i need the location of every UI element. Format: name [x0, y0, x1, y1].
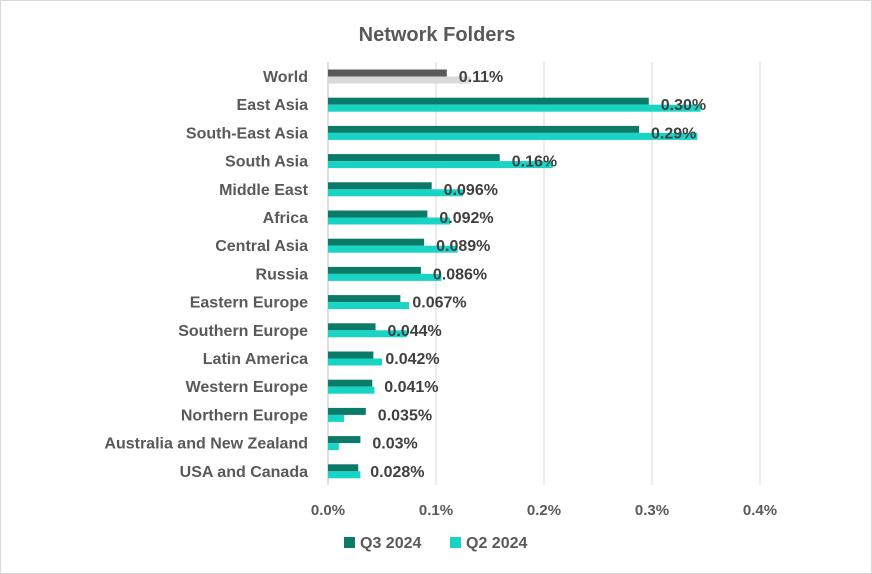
bar-q3-2024	[328, 69, 447, 77]
bar-q2-2024	[328, 414, 345, 422]
bar-q3-2024	[328, 266, 421, 274]
x-tick-label: 0.4%	[743, 502, 777, 519]
legend-label: Q3 2024	[360, 535, 421, 552]
bar-q3-2024	[328, 407, 366, 415]
data-label: 0.035%	[378, 407, 432, 424]
legend-item-q3-2024: Q3 2024	[344, 535, 421, 552]
data-label: 0.042%	[385, 351, 439, 368]
bar-q2-2024	[328, 330, 407, 338]
data-label: 0.29%	[651, 125, 696, 142]
data-label: 0.089%	[436, 238, 490, 255]
data-label: 0.028%	[370, 464, 424, 481]
bar-q3-2024	[328, 210, 428, 218]
bar-q2-2024	[328, 104, 701, 112]
category-label: East Asia	[237, 97, 309, 114]
data-label: 0.041%	[384, 379, 438, 396]
legend: Q3 2024 Q2 2024	[344, 535, 527, 552]
category-label: Northern Europe	[181, 407, 308, 424]
bar-q2-2024	[328, 132, 698, 140]
legend-label: Q2 2024	[466, 535, 527, 552]
category-label: USA and Canada	[180, 464, 308, 481]
bar-q3-2024	[328, 464, 359, 472]
data-label: 0.067%	[412, 295, 466, 312]
bar-q2-2024	[328, 217, 451, 225]
category-label: Central Asia	[215, 238, 308, 255]
bar-q2-2024	[328, 189, 463, 197]
category-label: Western Europe	[186, 379, 309, 396]
bar-q3-2024	[328, 154, 500, 162]
category-label: Russia	[256, 266, 309, 283]
category-label: Eastern Europe	[190, 295, 308, 312]
data-label: 0.11%	[459, 69, 503, 86]
data-label: 0.03%	[372, 436, 417, 453]
bar-q3-2024	[328, 97, 649, 105]
x-tick-label: 0.2%	[527, 502, 561, 519]
category-labels: World East Asia South-East Asia South Asia M…	[104, 69, 308, 481]
bar-q2-2024	[328, 471, 361, 479]
category-label: Middle East	[219, 182, 309, 199]
data-label: 0.044%	[388, 323, 442, 340]
data-label: 0.30%	[661, 97, 706, 114]
bar-q3-2024	[328, 379, 373, 387]
bar-q2-2024	[328, 386, 375, 394]
x-tick-labels: 0.0% 0.1% 0.2% 0.3% 0.4%	[311, 502, 777, 519]
bar-q2-2024	[328, 161, 553, 169]
bar-q3-2024	[328, 323, 376, 331]
legend-swatch	[344, 537, 355, 548]
bar-q3-2024	[328, 436, 361, 444]
category-label: South Asia	[225, 154, 308, 171]
bar-q3-2024	[328, 351, 374, 359]
category-label: World	[263, 69, 308, 86]
data-labels: 0.11% 0.30% 0.29% 0.16% 0.096% 0.092% 0.089% 0.…	[370, 69, 706, 481]
bar-q2-2024	[328, 302, 409, 310]
category-label: South-East Asia	[186, 125, 308, 142]
x-tick-label: 0.1%	[419, 502, 453, 519]
x-tick-label: 0.3%	[635, 502, 669, 519]
bar-q2-2024	[328, 358, 382, 366]
legend-swatch	[450, 537, 461, 548]
bar-q2-2024	[328, 245, 458, 253]
data-label: 0.16%	[512, 154, 557, 171]
bars	[328, 69, 701, 479]
data-label: 0.092%	[439, 210, 493, 227]
chart-title: Network Folders	[359, 24, 516, 46]
bar-q2-2024	[328, 443, 339, 451]
category-label: Southern Europe	[178, 323, 308, 340]
category-label: Australia and New Zealand	[104, 436, 308, 453]
category-label: Latin America	[203, 351, 308, 368]
bar-q3-2024	[328, 295, 401, 303]
legend-item-q2-2024: Q2 2024	[450, 535, 527, 552]
bar-q3-2024	[328, 238, 425, 246]
x-tick-label: 0.0%	[311, 502, 345, 519]
bar-q3-2024	[328, 125, 640, 133]
bar-q3-2024	[328, 182, 432, 190]
bar-q2-2024	[328, 273, 442, 281]
data-label: 0.096%	[444, 182, 498, 199]
data-label: 0.086%	[433, 266, 487, 283]
category-label: Africa	[263, 210, 308, 227]
bar-q2-2024	[328, 76, 471, 84]
